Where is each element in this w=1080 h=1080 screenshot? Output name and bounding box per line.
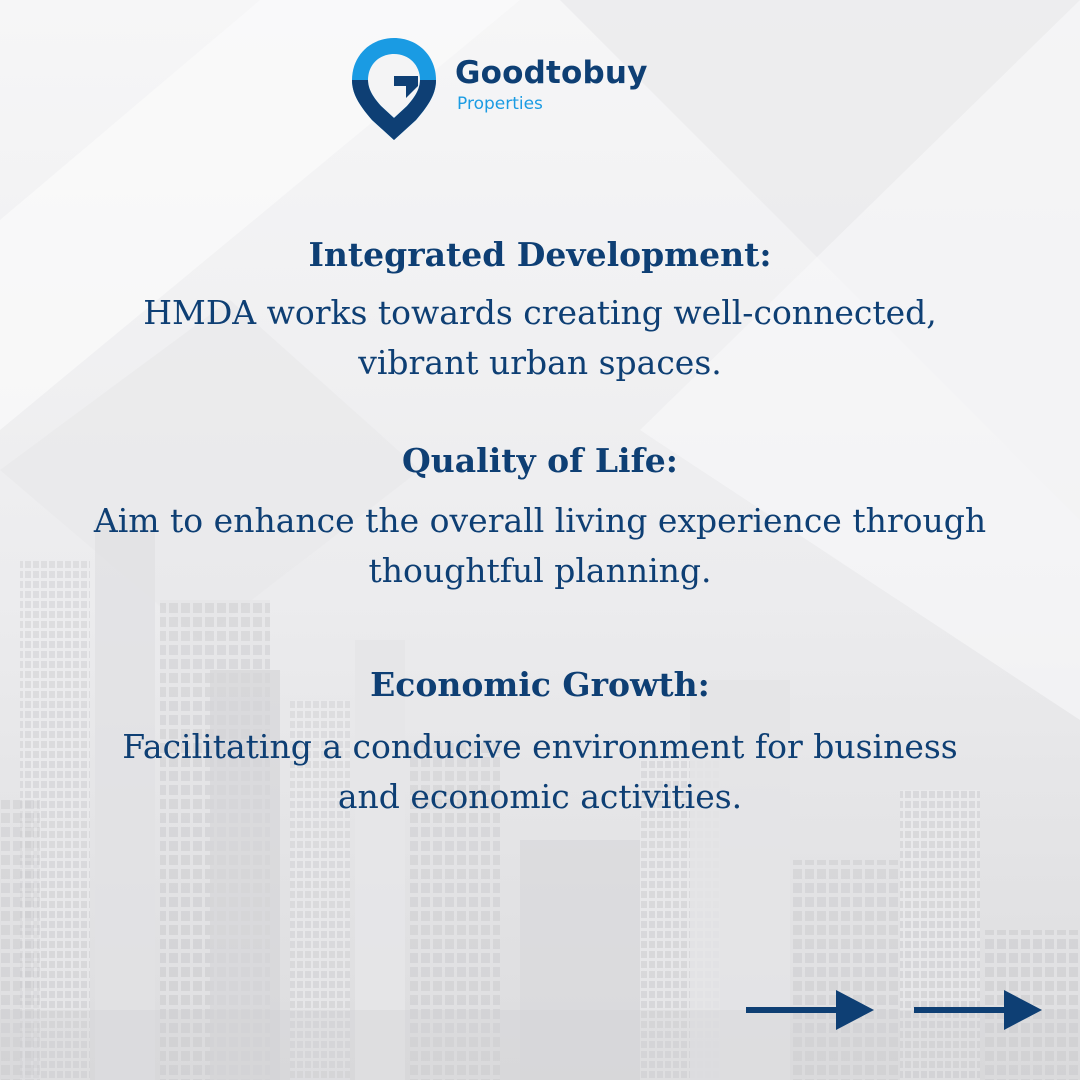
brand-logo: Goodtobuy Properties bbox=[348, 34, 648, 144]
section-body-line: thoughtful planning. bbox=[368, 551, 712, 590]
location-pin-g-icon bbox=[352, 38, 436, 140]
brand-subtitle: Properties bbox=[457, 94, 543, 114]
section-body-line: and economic activities. bbox=[337, 777, 743, 816]
arrow-right-icon[interactable] bbox=[914, 988, 1044, 1034]
section-body-line: Aim to enhance the overall living experi… bbox=[93, 501, 987, 540]
section-heading: Integrated Development: bbox=[308, 235, 772, 274]
section-body-line: vibrant urban spaces. bbox=[358, 343, 722, 382]
section-heading: Quality of Life: bbox=[402, 441, 678, 480]
arrow-right-icon[interactable] bbox=[746, 988, 876, 1034]
section-body-line: Facilitating a conducive environment for… bbox=[122, 727, 958, 766]
section-heading: Economic Growth: bbox=[370, 665, 710, 704]
section-body-line: HMDA works towards creating well-connect… bbox=[143, 293, 937, 332]
brand-name: Goodtobuy bbox=[455, 55, 648, 91]
